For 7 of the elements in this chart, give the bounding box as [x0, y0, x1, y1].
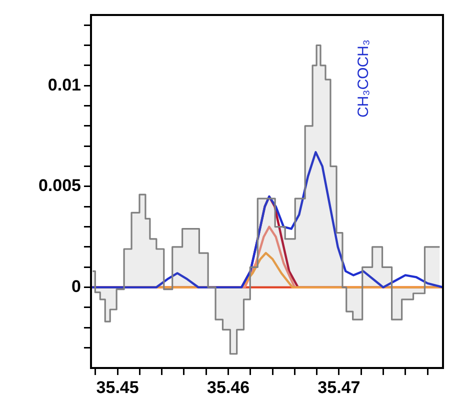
annotation: CH₃COCH₃ [354, 40, 372, 118]
y-tick-label: 0.01 [48, 75, 81, 94]
x-tick-label: 35.45 [96, 378, 139, 397]
x-tick-label: 35.46 [206, 378, 250, 397]
y-tick-label: 0 [72, 277, 81, 296]
x-tick-label: 35.47 [318, 378, 360, 397]
y-tick-label: 0.005 [38, 176, 81, 196]
